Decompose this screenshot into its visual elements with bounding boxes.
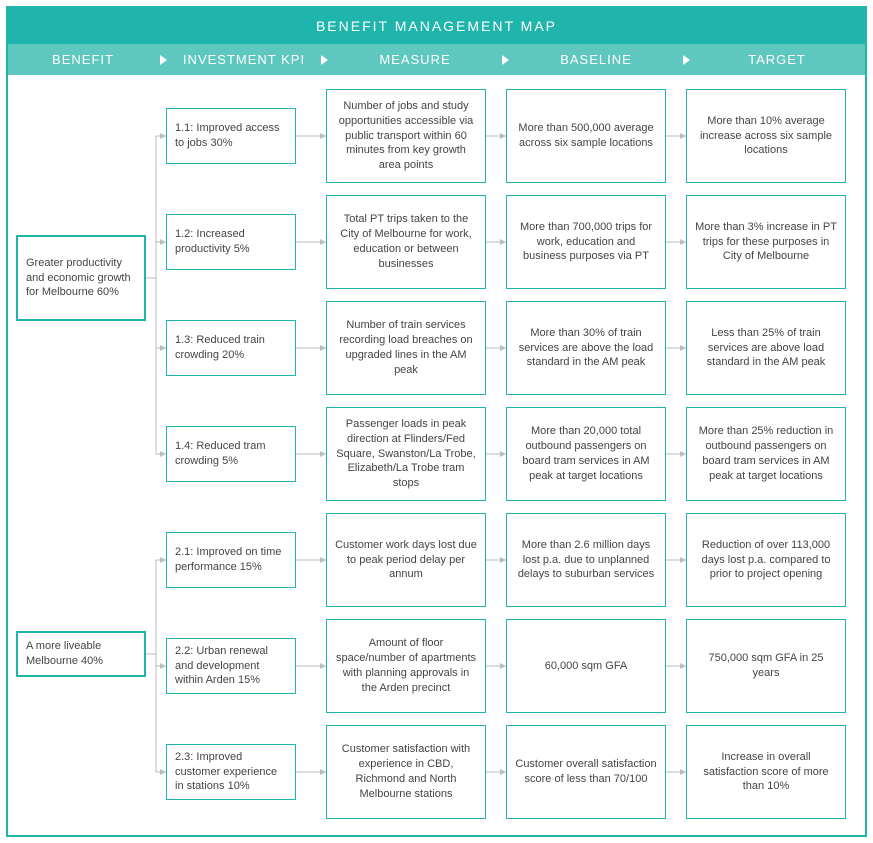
chevron-icon [160,55,167,65]
measure-box: Number of train services recording load … [326,301,486,395]
benefit-map: BENEFIT MANAGEMENT MAP BENEFIT INVESTMEN… [6,6,867,837]
target-box: 750,000 sqm GFA in 25 years [686,619,846,713]
baseline-box: More than 2.6 million days lost p.a. due… [506,513,666,607]
column-header: BENEFIT INVESTMENT KPI MEASURE BASELINE … [8,44,865,75]
col-kpi: INVESTMENT KPI [169,52,319,67]
baseline-box: More than 500,000 average across six sam… [506,89,666,183]
col-measure: MEASURE [330,52,500,67]
kpi-box: 2.3: Improved customer experience in sta… [166,744,296,800]
target-box: More than 10% average increase across si… [686,89,846,183]
kpi-box: 2.1: Improved on time performance 15% [166,532,296,588]
baseline-box: More than 30% of train services are abov… [506,301,666,395]
measure-box: Passenger loads in peak direction at Fli… [326,407,486,501]
baseline-box: Customer overall satisfaction score of l… [506,725,666,819]
col-target: TARGET [692,52,862,67]
kpi-box: 1.2: Increased productivity 5% [166,214,296,270]
col-benefit: BENEFIT [8,52,158,67]
target-box: Reduction of over 113,000 days lost p.a.… [686,513,846,607]
baseline-box: More than 20,000 total outbound passenge… [506,407,666,501]
baseline-box: More than 700,000 trips for work, educat… [506,195,666,289]
measure-box: Customer satisfaction with experience in… [326,725,486,819]
target-box: More than 3% increase in PT trips for th… [686,195,846,289]
target-box: Increase in overall satisfaction score o… [686,725,846,819]
kpi-box: 1.1: Improved access to jobs 30% [166,108,296,164]
map-title: BENEFIT MANAGEMENT MAP [8,8,865,44]
measure-box: Amount of floor space/number of apartmen… [326,619,486,713]
kpi-box: 1.4: Reduced tram crowding 5% [166,426,296,482]
benefit-box: Greater productivity and economic growth… [16,235,146,321]
measure-box: Total PT trips taken to the City of Melb… [326,195,486,289]
target-box: Less than 25% of train services are abov… [686,301,846,395]
map-body: Greater productivity and economic growth… [8,75,865,835]
chevron-icon [502,55,509,65]
baseline-box: 60,000 sqm GFA [506,619,666,713]
measure-box: Number of jobs and study opportunities a… [326,89,486,183]
col-baseline: BASELINE [511,52,681,67]
measure-box: Customer work days lost due to peak peri… [326,513,486,607]
target-box: More than 25% reduction in outbound pass… [686,407,846,501]
kpi-box: 2.2: Urban renewal and development withi… [166,638,296,694]
chevron-icon [321,55,328,65]
chevron-icon [683,55,690,65]
kpi-box: 1.3: Reduced train crowding 20% [166,320,296,376]
benefit-box: A more liveable Melbourne 40% [16,631,146,677]
